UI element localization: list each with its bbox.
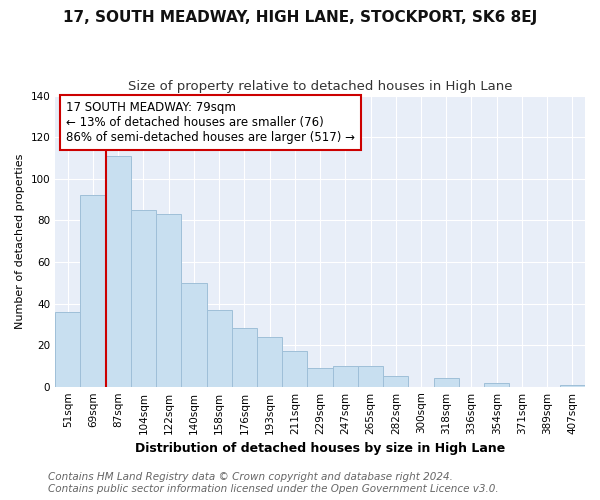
Bar [383, 376, 409, 386]
X-axis label: Distribution of detached houses by size in High Lane: Distribution of detached houses by size … [135, 442, 505, 455]
Bar [232, 328, 257, 386]
Bar [560, 384, 585, 386]
Bar [55, 312, 80, 386]
Text: Contains HM Land Registry data © Crown copyright and database right 2024.
Contai: Contains HM Land Registry data © Crown c… [48, 472, 499, 494]
Bar [181, 282, 206, 387]
Title: Size of property relative to detached houses in High Lane: Size of property relative to detached ho… [128, 80, 512, 93]
Bar [282, 352, 307, 386]
Bar [332, 366, 358, 386]
Text: 17, SOUTH MEADWAY, HIGH LANE, STOCKPORT, SK6 8EJ: 17, SOUTH MEADWAY, HIGH LANE, STOCKPORT,… [63, 10, 537, 25]
Bar [434, 378, 459, 386]
Bar [307, 368, 332, 386]
Bar [358, 366, 383, 386]
Bar [80, 196, 106, 386]
Bar [106, 156, 131, 386]
Bar [131, 210, 156, 386]
Text: 17 SOUTH MEADWAY: 79sqm
← 13% of detached houses are smaller (76)
86% of semi-de: 17 SOUTH MEADWAY: 79sqm ← 13% of detache… [66, 102, 355, 144]
Y-axis label: Number of detached properties: Number of detached properties [15, 154, 25, 329]
Bar [484, 382, 509, 386]
Bar [156, 214, 181, 386]
Bar [257, 337, 282, 386]
Bar [206, 310, 232, 386]
